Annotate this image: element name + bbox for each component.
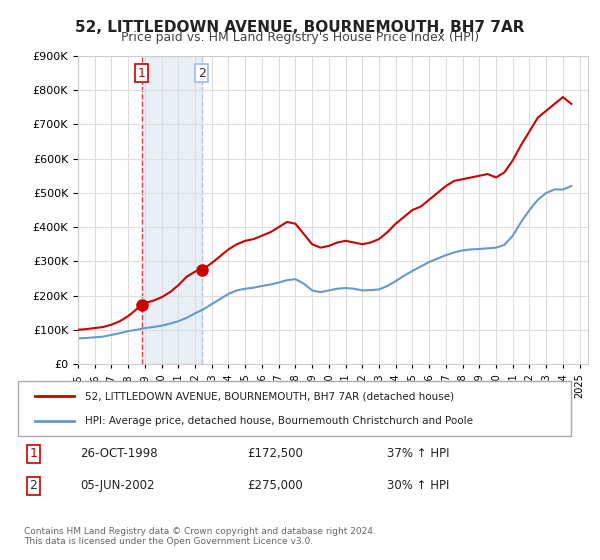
Text: 52, LITTLEDOWN AVENUE, BOURNEMOUTH, BH7 7AR (detached house): 52, LITTLEDOWN AVENUE, BOURNEMOUTH, BH7 … (85, 391, 455, 402)
Text: 37% ↑ HPI: 37% ↑ HPI (387, 447, 449, 460)
Text: 05-JUN-2002: 05-JUN-2002 (80, 479, 154, 492)
Text: 26-OCT-1998: 26-OCT-1998 (80, 447, 157, 460)
Text: 2: 2 (198, 67, 206, 80)
Text: 1: 1 (29, 447, 37, 460)
Text: Price paid vs. HM Land Registry's House Price Index (HPI): Price paid vs. HM Land Registry's House … (121, 31, 479, 44)
Bar (142, 56, 202, 364)
Text: 30% ↑ HPI: 30% ↑ HPI (387, 479, 449, 492)
Text: 1: 1 (137, 67, 145, 80)
Text: 2: 2 (29, 479, 37, 492)
Text: Contains HM Land Registry data © Crown copyright and database right 2024.
This d: Contains HM Land Registry data © Crown c… (24, 526, 376, 546)
FancyBboxPatch shape (19, 381, 571, 436)
Text: 52, LITTLEDOWN AVENUE, BOURNEMOUTH, BH7 7AR: 52, LITTLEDOWN AVENUE, BOURNEMOUTH, BH7 … (75, 20, 525, 35)
Text: £172,500: £172,500 (247, 447, 303, 460)
Text: HPI: Average price, detached house, Bournemouth Christchurch and Poole: HPI: Average price, detached house, Bour… (85, 416, 473, 426)
Text: £275,000: £275,000 (247, 479, 303, 492)
